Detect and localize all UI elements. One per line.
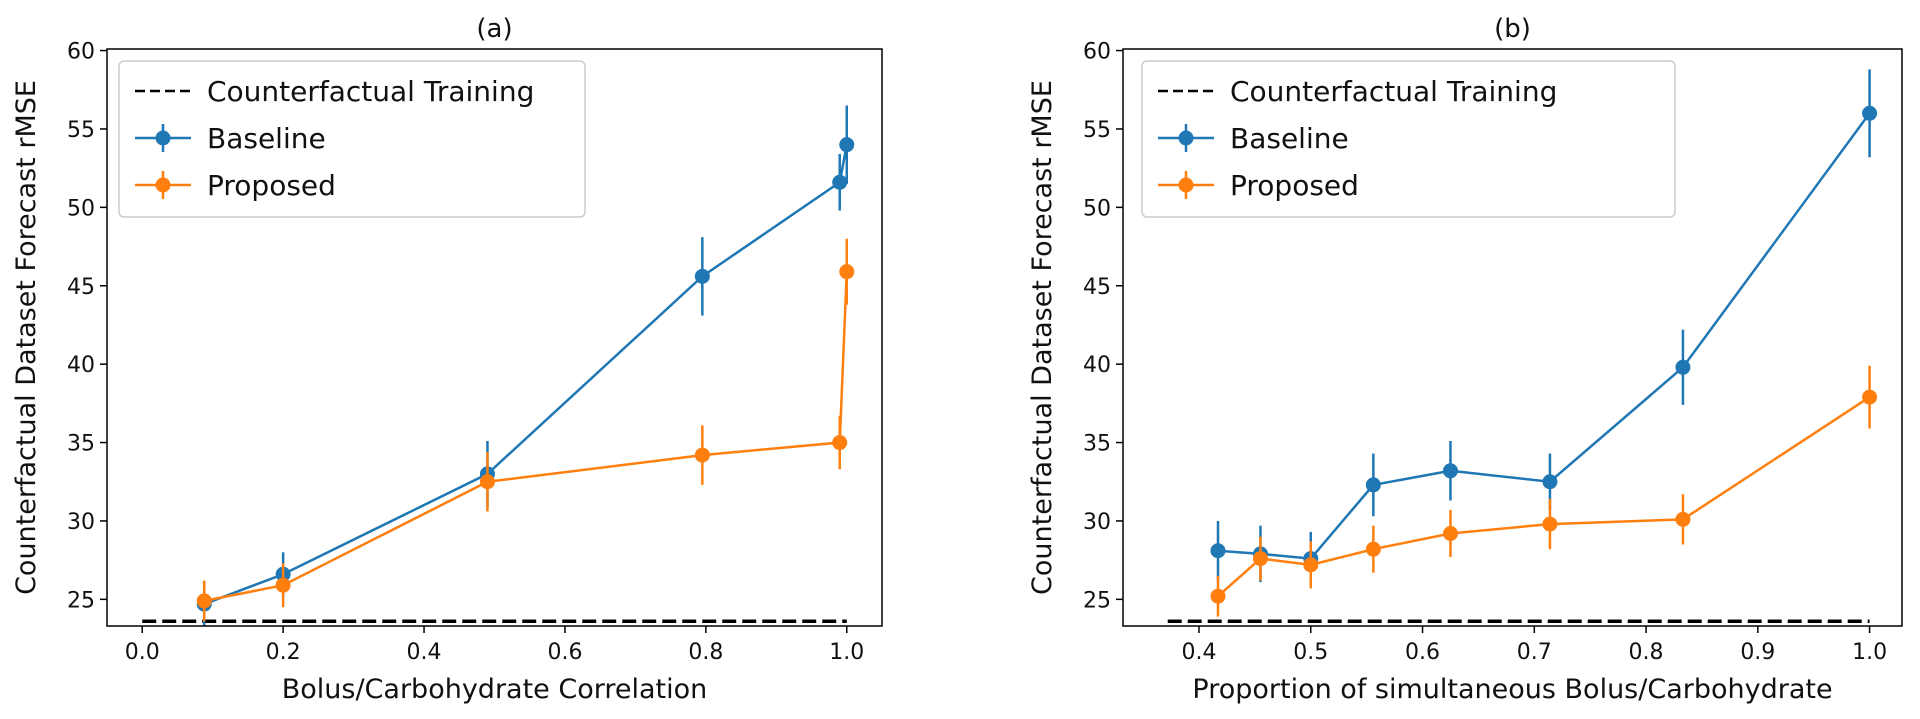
y-tick-label: 50 <box>1083 196 1111 221</box>
baseline-point <box>1442 463 1458 479</box>
x-tick-label: 0.9 <box>1740 640 1775 665</box>
baseline-point <box>1675 359 1691 375</box>
x-tick-label: 0.8 <box>1629 640 1664 665</box>
proposed-point <box>275 577 291 593</box>
proposed-point <box>1542 516 1558 532</box>
baseline-point <box>1862 105 1878 121</box>
proposed-point <box>1675 511 1691 527</box>
x-axis-label: Proportion of simultaneous Bolus/Carbohy… <box>1192 674 1832 705</box>
baseline-point <box>832 174 848 190</box>
y-axis-label: Counterfactual Dataset Forecast rMSE <box>11 80 42 595</box>
baseline-line <box>1217 112 1871 560</box>
proposed-point <box>1210 588 1226 604</box>
legend-proposed-swatch-marker <box>1178 177 1194 193</box>
y-tick-label: 45 <box>1083 275 1111 300</box>
proposed-point <box>839 264 855 280</box>
proposed-point <box>1252 551 1268 567</box>
y-tick-label: 25 <box>1083 588 1111 613</box>
legend-box <box>118 60 586 218</box>
y-tick-label: 30 <box>67 510 95 535</box>
x-tick-label: 0.8 <box>688 640 723 665</box>
x-tick-label: 0.0 <box>125 640 160 665</box>
baseline-point <box>1210 543 1226 559</box>
x-tick-label: 1.0 <box>1852 640 1887 665</box>
proposed-point <box>1365 541 1381 557</box>
baseline-point <box>839 137 855 153</box>
x-tick-label: 0.6 <box>547 640 582 665</box>
proposed-point <box>479 474 495 490</box>
y-tick-label: 40 <box>1083 353 1111 378</box>
x-tick-label: 0.7 <box>1517 640 1552 665</box>
chart-title: (b) <box>1494 14 1531 44</box>
chart-title: (a) <box>476 14 512 44</box>
subplot-a: (a) 25 30 35 40 45 50 55 60 0.0 0.2 0.4 0.6 0.8 1.0 Bol… <box>11 14 883 705</box>
proposed-point <box>694 447 710 463</box>
legend-baseline-swatch-marker <box>155 130 171 146</box>
axes-frame <box>1122 48 1903 627</box>
series-proposed <box>196 238 855 622</box>
baseline-point <box>1542 474 1558 490</box>
series-proposed <box>1210 365 1878 617</box>
proposed-line <box>1217 396 1871 598</box>
x-axis-label: Bolus/Carbohydrate Correlation <box>282 674 708 705</box>
baseline-point <box>1365 477 1381 493</box>
x-tick-label: 1.0 <box>829 640 864 665</box>
legend-proposed-swatch-marker <box>155 177 171 193</box>
legend: Counterfactual Training Baseline Proposed <box>118 60 586 218</box>
y-tick-label: 55 <box>1083 118 1111 143</box>
x-tick-label: 0.4 <box>407 640 442 665</box>
y-tick-label: 25 <box>67 588 95 613</box>
y-tick-label: 60 <box>67 40 95 65</box>
proposed-point <box>832 435 848 451</box>
proposed-point <box>1303 557 1319 573</box>
x-tick-label: 0.2 <box>266 640 301 665</box>
y-tick-label: 50 <box>67 196 95 221</box>
proposed-point <box>1862 389 1878 405</box>
y-tick-label: 45 <box>67 275 95 300</box>
subplot-b: (b) 25 30 35 40 45 50 55 60 0.4 0.5 0.6 0.7 0.8 0.9 1.0… <box>1027 14 1903 705</box>
legend-label: Counterfactual Training <box>207 75 534 108</box>
proposed-point <box>196 593 212 609</box>
y-axis-label: Counterfactual Dataset Forecast rMSE <box>1027 80 1058 595</box>
legend-label: Proposed <box>207 169 336 202</box>
proposed-point <box>1442 525 1458 541</box>
proposed-line <box>203 271 849 603</box>
baseline-point <box>694 268 710 284</box>
legend-label: Baseline <box>207 122 326 155</box>
x-tick-label: 0.5 <box>1293 640 1328 665</box>
y-tick-label: 40 <box>67 353 95 378</box>
legend-label: Proposed <box>1230 169 1359 202</box>
legend-box <box>1141 60 1676 218</box>
y-tick-label: 30 <box>1083 510 1111 535</box>
x-tick-label: 0.6 <box>1405 640 1440 665</box>
y-tick-label: 60 <box>1083 40 1111 65</box>
axes-frame <box>106 48 883 627</box>
legend-label: Counterfactual Training <box>1230 75 1557 108</box>
y-tick-label: 55 <box>67 118 95 143</box>
y-tick-label: 35 <box>67 432 95 457</box>
legend: Counterfactual Training Baseline Proposed <box>1141 60 1676 218</box>
legend-baseline-swatch-marker <box>1178 130 1194 146</box>
x-tick-label: 0.4 <box>1182 640 1217 665</box>
legend-label: Baseline <box>1230 122 1349 155</box>
y-tick-label: 35 <box>1083 432 1111 457</box>
